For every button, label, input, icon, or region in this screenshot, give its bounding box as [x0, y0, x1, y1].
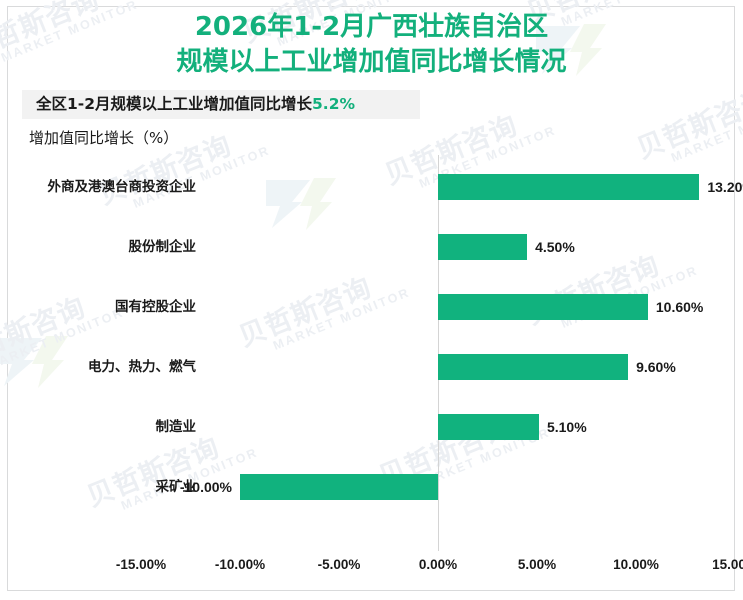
category-label: 股份制企业	[128, 239, 197, 255]
bar-value-label: 10.60%	[655, 299, 704, 315]
bar-row: 股份制企业 4.50%	[0, 217, 743, 277]
bar[interactable]	[438, 174, 700, 200]
bar-value-label: 13.20%	[707, 179, 743, 195]
bar[interactable]	[438, 294, 648, 320]
bar-row: 采矿业 -10.00%	[0, 457, 743, 517]
chart-title-line2: 规模以上工业增加值同比增长情况	[176, 47, 567, 77]
bar-row: 国有控股企业 10.60%	[0, 277, 743, 337]
category-label: 电力、热力、燃气	[88, 359, 196, 375]
x-axis-tick-label: -5.00%	[317, 557, 361, 572]
plot-area: 外商及港澳台商投资企业 13.20% 股份制企业 4.50% 国有控股企业 10.60% 电…	[0, 155, 743, 555]
subtitle-text: 全区1-2月规模以上工业增加值同比增长5.2%	[36, 90, 355, 119]
x-axis-tick-label: -15.00%	[115, 557, 167, 572]
bar[interactable]	[438, 234, 528, 260]
category-label: 制造业	[155, 419, 197, 435]
x-axis-tick-label: 5.00%	[517, 557, 557, 572]
bar[interactable]	[240, 474, 438, 500]
bar-value-label: -10.00%	[179, 479, 232, 495]
y-axis-title: 增加值同比增长（%）	[29, 129, 179, 147]
subtitle-prefix: 全区1-2月规模以上工业增加值同比增长	[36, 95, 313, 113]
subtitle-highlight-value: 5.2%	[312, 95, 356, 113]
chart-title: 2026年1-2月广西壮族自治区 规模以上工业增加值同比增长情况	[0, 10, 743, 80]
bar-value-label: 4.50%	[535, 239, 575, 255]
bar[interactable]	[438, 354, 629, 380]
x-axis: -15.00% -10.00% -5.00% 0.00% 5.00% 10.00% 15.0…	[0, 557, 743, 585]
bar[interactable]	[438, 414, 539, 440]
bar-value-label: 9.60%	[636, 359, 676, 375]
chart-title-line1: 2026年1-2月广西壮族自治区	[194, 12, 549, 42]
x-axis-tick-label: 0.00%	[418, 557, 458, 572]
x-axis-tick-label: 15.00%	[712, 557, 743, 572]
bar-row: 外商及港澳台商投资企业 13.20%	[0, 157, 743, 217]
x-axis-tick-label: -10.00%	[214, 557, 266, 572]
category-label: 外商及港澳台商投资企业	[47, 179, 197, 195]
bar-value-label: 5.10%	[546, 419, 587, 435]
zero-axis-line	[438, 155, 439, 551]
subtitle-band: 全区1-2月规模以上工业增加值同比增长5.2%	[22, 90, 420, 119]
category-label: 采矿业	[155, 479, 197, 495]
bar-row: 制造业 5.10%	[0, 397, 743, 457]
x-axis-tick-label: 10.00%	[613, 557, 659, 572]
category-label: 国有控股企业	[115, 299, 196, 315]
bar-row: 电力、热力、燃气 9.60%	[0, 337, 743, 397]
